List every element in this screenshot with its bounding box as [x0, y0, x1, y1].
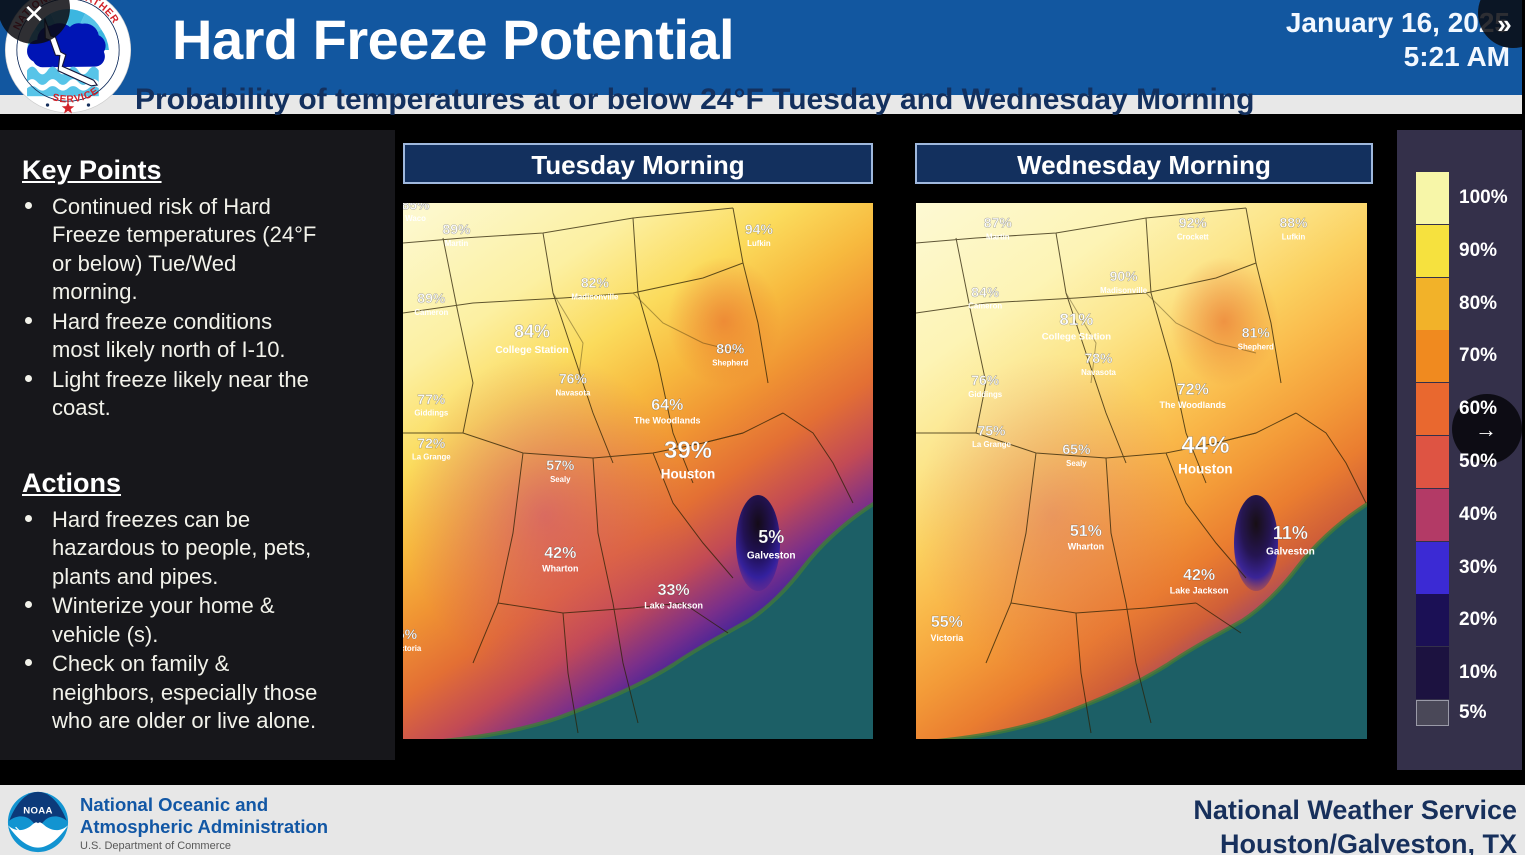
svg-text:89%: 89% — [417, 290, 446, 306]
svg-text:Sealy: Sealy — [1066, 459, 1087, 468]
svg-text:64%: 64% — [651, 397, 683, 414]
svg-text:College Station: College Station — [495, 345, 568, 356]
svg-text:81%: 81% — [1242, 325, 1271, 341]
svg-text:85%: 85% — [403, 203, 430, 212]
svg-text:Lufkin: Lufkin — [1282, 233, 1306, 242]
svg-text:Madisonville: Madisonville — [1100, 286, 1148, 295]
svg-text:Lufkin: Lufkin — [747, 239, 771, 248]
svg-text:94%: 94% — [745, 221, 774, 237]
svg-text:11%: 11% — [1273, 523, 1308, 543]
svg-text:76%: 76% — [559, 371, 588, 387]
svg-text:Shepherd: Shepherd — [1238, 343, 1274, 352]
svg-text:33%: 33% — [658, 582, 690, 599]
svg-text:39%: 39% — [664, 437, 712, 464]
svg-text:Giddings: Giddings — [414, 409, 449, 418]
svg-text:Cameron: Cameron — [414, 308, 448, 317]
svg-text:Sealy: Sealy — [550, 475, 571, 484]
svg-text:The Woodlands: The Woodlands — [634, 416, 701, 426]
svg-text:Martin: Martin — [986, 233, 1010, 242]
svg-text:Martin: Martin — [445, 239, 469, 248]
svg-text:72%: 72% — [1177, 381, 1209, 398]
svg-text:NOAA: NOAA — [23, 806, 52, 817]
svg-text:Houston: Houston — [1178, 461, 1233, 476]
svg-text:Navasota: Navasota — [555, 389, 590, 398]
svg-text:84%: 84% — [514, 322, 550, 342]
svg-text:82%: 82% — [581, 274, 610, 290]
svg-text:Lake Jackson: Lake Jackson — [644, 601, 703, 611]
svg-text:6%: 6% — [403, 626, 418, 642]
svg-text:The Woodlands: The Woodlands — [1160, 400, 1227, 410]
svg-text:77%: 77% — [417, 391, 446, 407]
svg-text:Giddings: Giddings — [968, 390, 1003, 399]
svg-text:Lake Jackson: Lake Jackson — [1170, 586, 1229, 596]
svg-text:Cameron: Cameron — [968, 302, 1002, 311]
svg-text:92%: 92% — [1179, 215, 1208, 231]
svg-text:88%: 88% — [1279, 215, 1308, 231]
svg-text:Waco: Waco — [405, 214, 426, 223]
svg-text:78%: 78% — [1084, 350, 1113, 366]
svg-text:55%: 55% — [931, 614, 963, 631]
svg-text:Madisonville: Madisonville — [571, 292, 619, 301]
svg-text:College Station: College Station — [1042, 332, 1111, 343]
svg-text:65%: 65% — [1062, 441, 1091, 457]
svg-text:90%: 90% — [1110, 268, 1139, 284]
svg-text:Shepherd: Shepherd — [712, 358, 748, 367]
svg-text:Wharton: Wharton — [1068, 542, 1104, 552]
svg-text:Galveston: Galveston — [747, 550, 796, 561]
svg-text:51%: 51% — [1070, 523, 1102, 540]
svg-text:Victoria: Victoria — [403, 644, 422, 653]
svg-text:84%: 84% — [971, 284, 1000, 300]
svg-text:Wharton: Wharton — [542, 564, 578, 574]
svg-text:Houston: Houston — [661, 466, 716, 481]
svg-text:72%: 72% — [417, 435, 446, 451]
svg-text:Victoria: Victoria — [931, 633, 965, 643]
svg-text:87%: 87% — [984, 215, 1013, 231]
svg-text:89%: 89% — [442, 221, 471, 237]
svg-text:44%: 44% — [1181, 432, 1229, 459]
svg-text:75%: 75% — [977, 422, 1006, 438]
svg-text:Galveston: Galveston — [1266, 546, 1315, 557]
svg-text:57%: 57% — [546, 457, 575, 473]
svg-text:76%: 76% — [971, 372, 1000, 388]
svg-text:La Grange: La Grange — [972, 440, 1011, 449]
svg-text:Navasota: Navasota — [1081, 368, 1116, 377]
svg-text:La Grange: La Grange — [412, 453, 451, 462]
svg-text:42%: 42% — [1183, 567, 1215, 584]
svg-text:Crockett: Crockett — [1177, 233, 1209, 242]
svg-text:80%: 80% — [716, 341, 745, 357]
svg-text:81%: 81% — [1059, 310, 1093, 329]
svg-text:5%: 5% — [758, 527, 784, 547]
svg-text:42%: 42% — [544, 545, 576, 562]
